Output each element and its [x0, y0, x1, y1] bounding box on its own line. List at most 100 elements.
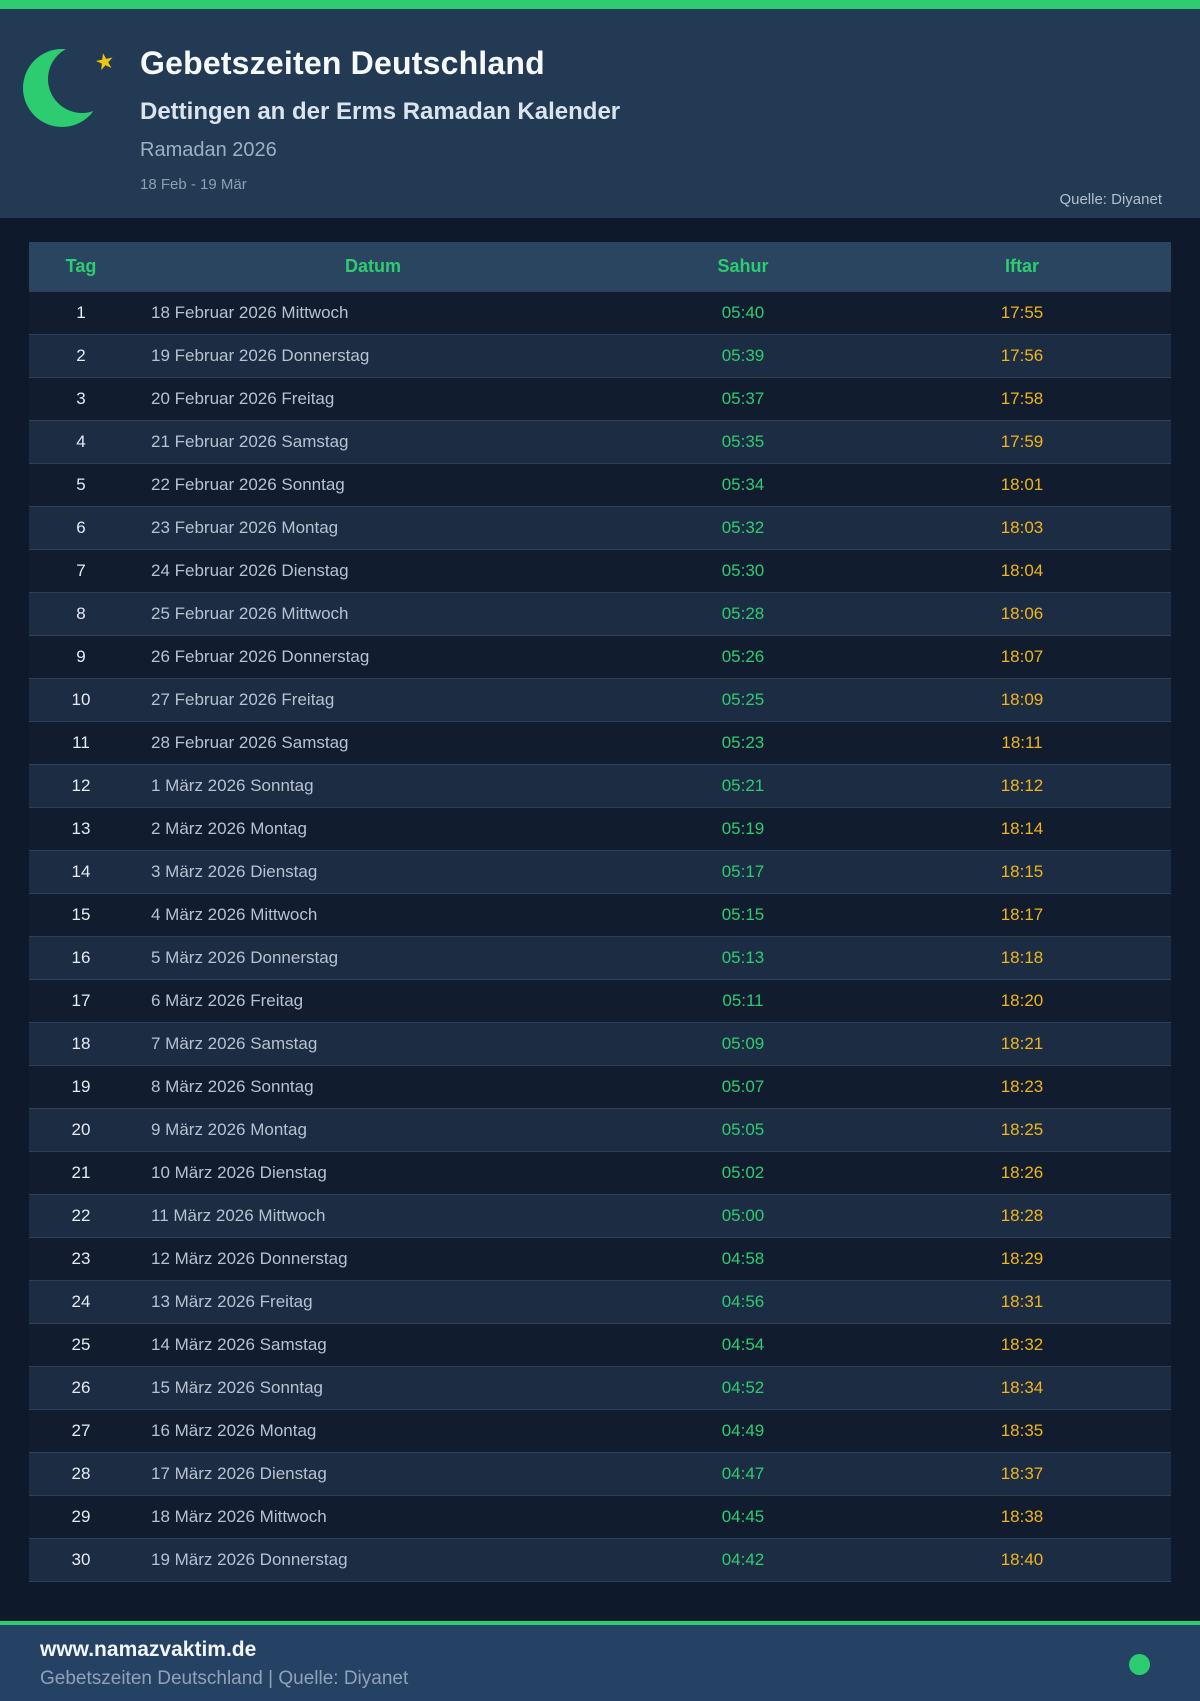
iftar-time-cell: 17:59 — [873, 419, 1171, 464]
iftar-time-cell: 18:06 — [873, 591, 1171, 636]
date-cell: 18 Februar 2026 Mittwoch — [133, 290, 613, 335]
iftar-time-cell: 18:17 — [873, 892, 1171, 937]
sahur-time-cell: 05:30 — [613, 548, 873, 593]
table-row: 25 14 März 2026 Samstag 04:54 18:32 — [29, 1322, 1171, 1367]
page-title: Gebetszeiten Deutschland — [140, 45, 545, 81]
table-row: 16 5 März 2026 Donnerstag 05:13 18:18 — [29, 935, 1171, 980]
iftar-time-cell: 18:31 — [873, 1279, 1171, 1324]
sahur-time-cell: 05:37 — [613, 376, 873, 421]
day-cell: 24 — [29, 1279, 133, 1324]
sahur-time-cell: 05:28 — [613, 591, 873, 636]
day-cell: 1 — [29, 290, 133, 335]
day-cell: 5 — [29, 462, 133, 507]
table-row: 21 10 März 2026 Dienstag 05:02 18:26 — [29, 1150, 1171, 1195]
table-row: 5 22 Februar 2026 Sonntag 05:34 18:01 — [29, 462, 1171, 507]
table-row: 6 23 Februar 2026 Montag 05:32 18:03 — [29, 505, 1171, 550]
date-cell: 28 Februar 2026 Samstag — [133, 720, 613, 765]
prayer-times-table: Tag Datum Sahur Iftar 1 18 Februar 2026 M… — [29, 242, 1171, 1582]
sahur-time-cell: 05:39 — [613, 333, 873, 378]
iftar-time-cell: 18:14 — [873, 806, 1171, 851]
sahur-time-cell: 05:40 — [613, 290, 873, 335]
date-cell: 4 März 2026 Mittwoch — [133, 892, 613, 937]
table-row: 28 17 März 2026 Dienstag 04:47 18:37 — [29, 1451, 1171, 1496]
day-cell: 30 — [29, 1537, 133, 1582]
sahur-time-cell: 05:25 — [613, 677, 873, 722]
day-cell: 16 — [29, 935, 133, 980]
table-row: 20 9 März 2026 Montag 05:05 18:25 — [29, 1107, 1171, 1152]
sahur-time-cell: 05:00 — [613, 1193, 873, 1238]
day-cell: 18 — [29, 1021, 133, 1066]
date-cell: 23 Februar 2026 Montag — [133, 505, 613, 550]
table-row: 22 11 März 2026 Mittwoch 05:00 18:28 — [29, 1193, 1171, 1238]
iftar-time-cell: 18:18 — [873, 935, 1171, 980]
date-cell: 19 Februar 2026 Donnerstag — [133, 333, 613, 378]
sahur-time-cell: 04:45 — [613, 1494, 873, 1539]
day-cell: 7 — [29, 548, 133, 593]
date-cell: 7 März 2026 Samstag — [133, 1021, 613, 1066]
date-cell: 15 März 2026 Sonntag — [133, 1365, 613, 1410]
date-cell: 25 Februar 2026 Mittwoch — [133, 591, 613, 636]
sahur-time-cell: 04:47 — [613, 1451, 873, 1496]
iftar-time-cell: 18:07 — [873, 634, 1171, 679]
table-row: 7 24 Februar 2026 Dienstag 05:30 18:04 — [29, 548, 1171, 593]
table-header-row: Tag Datum Sahur Iftar — [29, 242, 1171, 291]
table-row: 10 27 Februar 2026 Freitag 05:25 18:09 — [29, 677, 1171, 722]
table-row: 19 8 März 2026 Sonntag 05:07 18:23 — [29, 1064, 1171, 1109]
sahur-time-cell: 05:32 — [613, 505, 873, 550]
sahur-time-cell: 05:26 — [613, 634, 873, 679]
date-cell: 11 März 2026 Mittwoch — [133, 1193, 613, 1238]
iftar-time-cell: 18:23 — [873, 1064, 1171, 1109]
iftar-time-cell: 18:20 — [873, 978, 1171, 1023]
iftar-time-cell: 18:32 — [873, 1322, 1171, 1367]
website-link[interactable]: www.namazvaktim.de — [40, 1637, 257, 1661]
table-row: 13 2 März 2026 Montag 05:19 18:14 — [29, 806, 1171, 851]
date-cell: 9 März 2026 Montag — [133, 1107, 613, 1152]
table-row: 4 21 Februar 2026 Samstag 05:35 17:59 — [29, 419, 1171, 464]
page-footer: www.namazvaktim.de Gebetszeiten Deutschl… — [0, 1624, 1200, 1701]
iftar-time-cell: 18:25 — [873, 1107, 1171, 1152]
table-row: 18 7 März 2026 Samstag 05:09 18:21 — [29, 1021, 1171, 1066]
iftar-time-cell: 17:55 — [873, 290, 1171, 335]
date-cell: 12 März 2026 Donnerstag — [133, 1236, 613, 1281]
column-header-datum: Datum — [133, 242, 613, 291]
day-cell: 12 — [29, 763, 133, 808]
day-cell: 11 — [29, 720, 133, 765]
column-header-iftar: Iftar — [873, 242, 1171, 291]
date-cell: 1 März 2026 Sonntag — [133, 763, 613, 808]
table-row: 27 16 März 2026 Montag 04:49 18:35 — [29, 1408, 1171, 1453]
iftar-time-cell: 17:56 — [873, 333, 1171, 378]
day-cell: 28 — [29, 1451, 133, 1496]
source-label: Quelle: Diyanet — [1059, 191, 1162, 208]
table-header: Tag Datum Sahur Iftar — [29, 242, 1171, 291]
sahur-time-cell: 05:09 — [613, 1021, 873, 1066]
date-cell: 17 März 2026 Dienstag — [133, 1451, 613, 1496]
iftar-time-cell: 18:29 — [873, 1236, 1171, 1281]
date-cell: 18 März 2026 Mittwoch — [133, 1494, 613, 1539]
day-cell: 13 — [29, 806, 133, 851]
table-row: 8 25 Februar 2026 Mittwoch 05:28 18:06 — [29, 591, 1171, 636]
date-cell: 22 Februar 2026 Sonntag — [133, 462, 613, 507]
iftar-time-cell: 18:01 — [873, 462, 1171, 507]
sahur-time-cell: 05:21 — [613, 763, 873, 808]
iftar-time-cell: 17:58 — [873, 376, 1171, 421]
date-cell: 2 März 2026 Montag — [133, 806, 613, 851]
sahur-time-cell: 05:05 — [613, 1107, 873, 1152]
day-cell: 29 — [29, 1494, 133, 1539]
date-cell: 13 März 2026 Freitag — [133, 1279, 613, 1324]
iftar-time-cell: 18:21 — [873, 1021, 1171, 1066]
table-row: 3 20 Februar 2026 Freitag 05:37 17:58 — [29, 376, 1171, 421]
date-cell: 26 Februar 2026 Donnerstag — [133, 634, 613, 679]
crescent-moon-icon: ★ — [22, 45, 132, 137]
sahur-time-cell: 04:52 — [613, 1365, 873, 1410]
day-cell: 23 — [29, 1236, 133, 1281]
iftar-time-cell: 18:04 — [873, 548, 1171, 593]
date-cell: 6 März 2026 Freitag — [133, 978, 613, 1023]
day-cell: 25 — [29, 1322, 133, 1367]
sahur-time-cell: 05:19 — [613, 806, 873, 851]
table-row: 24 13 März 2026 Freitag 04:56 18:31 — [29, 1279, 1171, 1324]
day-cell: 21 — [29, 1150, 133, 1195]
date-cell: 5 März 2026 Donnerstag — [133, 935, 613, 980]
date-cell: 20 Februar 2026 Freitag — [133, 376, 613, 421]
footer-tagline: Gebetszeiten Deutschland | Quelle: Diyan… — [40, 1667, 409, 1689]
top-accent-bar — [0, 0, 1200, 9]
